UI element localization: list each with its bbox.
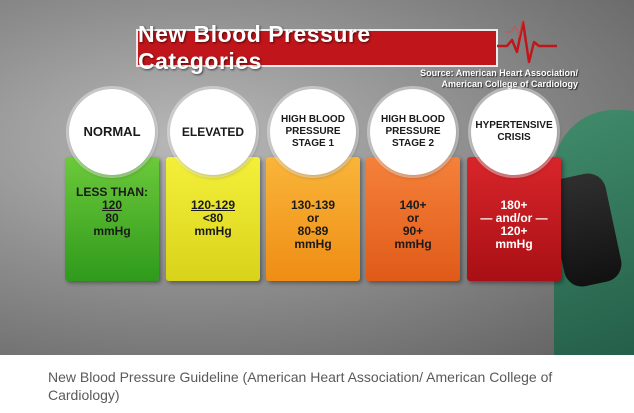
heartbeat-icon [497,19,557,64]
unit-label: mmHg [294,237,332,251]
category-card-stage-2: HIGH BLOOD PRESSURE STAGE 2 140+ or 90+ … [366,89,460,281]
value-line: LESS THAN: [76,185,148,199]
image-caption: New Blood Pressure Guideline (American H… [48,369,553,403]
source-attribution: Source: American Heart Association/ Amer… [378,68,578,90]
category-card-normal: NORMAL LESS THAN: 120 80 mmHg [65,89,159,281]
title-banner: New Blood Pressure Categories [136,21,498,74]
category-circle-stage-2: HIGH BLOOD PRESSURE STAGE 2 [370,89,456,175]
source-line-1: Source: American Heart Association/ [420,68,578,78]
category-values-stage-2: 140+ or 90+ mmHg [366,199,460,251]
category-label: HYPERTENSIVE CRISIS [475,120,553,143]
category-circle-hypertensive-crisis: HYPERTENSIVE CRISIS [471,89,557,175]
category-values-hypertensive-crisis: 180+ — and/or — 120+ mmHg [467,199,561,251]
diastolic-value: 90+ [402,224,424,238]
category-circle-normal: NORMAL [69,89,155,175]
or-label: or [307,211,319,225]
systolic-value: 180+ [500,198,528,212]
and-or-label: — and/or — [480,211,548,225]
systolic-value: 120-129 [190,198,236,212]
category-card-elevated: ELEVATED 120-129 <80 mmHg [166,89,260,281]
category-label: HIGH BLOOD PRESSURE STAGE 1 [281,114,345,149]
category-values-elevated: 120-129 <80 mmHg [166,199,260,238]
or-label: or [407,211,419,225]
unit-label: mmHg [495,237,533,251]
category-card-hypertensive-crisis: HYPERTENSIVE CRISIS 180+ — and/or — 120+… [467,89,561,281]
infographic-image: New Blood Pressure Categories Source: Am… [0,0,634,355]
systolic-value: 130-139 [290,198,336,212]
unit-label: mmHg [394,237,432,251]
title-text: New Blood Pressure Categories [138,21,371,74]
category-values-stage-1: 130-139 or 80-89 mmHg [266,199,360,251]
diastolic-value: 120+ [500,224,528,238]
diastolic-value: 80 [105,211,119,225]
category-label: ELEVATED [181,125,245,139]
category-card-stage-1: HIGH BLOOD PRESSURE STAGE 1 130-139 or 8… [266,89,360,281]
category-label: HIGH BLOOD PRESSURE STAGE 2 [381,114,445,149]
source-line-2: American College of Cardiology [441,79,578,89]
unit-label: mmHg [194,224,232,238]
category-circle-stage-1: HIGH BLOOD PRESSURE STAGE 1 [270,89,356,175]
unit-label: mmHg [93,224,131,238]
category-label: NORMAL [83,124,141,139]
category-values-normal: LESS THAN: 120 80 mmHg [65,186,159,238]
systolic-value: 140+ [399,198,427,212]
systolic-value: 120 [101,198,123,212]
diastolic-value: <80 [202,211,224,225]
category-circle-elevated: ELEVATED [170,89,256,175]
diastolic-value: 80-89 [297,224,329,238]
